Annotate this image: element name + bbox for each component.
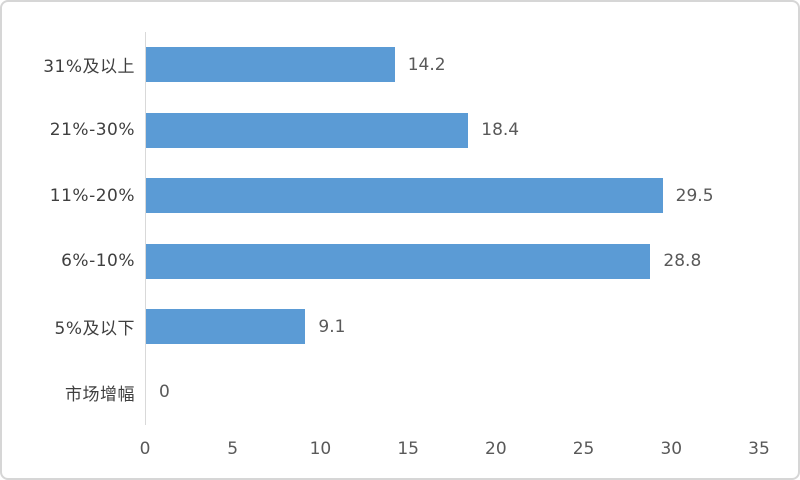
bar [146,309,306,345]
bar [146,178,663,214]
category-labels: 31%及以上 21%-30% 11%-20% 6%-10% 5%及以下市场增幅 [2,32,135,425]
chart-row: 14.2 [146,32,759,98]
chart-row: 0 [146,360,759,426]
value-label: 28.8 [663,251,702,272]
x-tick-label: 35 [748,439,770,459]
x-tick-label: 25 [572,439,595,459]
chart-row: 9.1 [146,294,759,360]
value-label: 18.4 [481,120,520,141]
x-tick-label: 15 [397,439,419,459]
category-label: 31%及以上 [43,57,135,78]
x-tick-label: 10 [309,439,332,459]
category-label: 5%及以下 [54,319,135,340]
chart-row: 28.8 [146,229,759,295]
bar [146,47,395,83]
value-label: 29.5 [675,185,714,206]
category-label: 21%-30% [49,120,135,141]
value-label: 0 [159,382,170,403]
category-label: 6%-10% [61,251,135,272]
x-tick-label: 0 [139,439,151,459]
x-tick-label: 5 [227,439,239,459]
value-label: 14.2 [407,54,446,75]
bar [146,243,651,279]
value-label: 9.1 [318,316,346,337]
bar-chart-plot-area: 14.2 18.4 29.5 28.8 9.1 0 [145,32,759,425]
category-label: 11%-20% [49,185,135,206]
chart-row: 29.5 [146,163,759,229]
x-tick-label: 30 [660,439,683,459]
x-tick-label: 20 [485,439,507,459]
bar [146,112,469,148]
x-axis: 0 5 10 15 20 25 30 35 [140,439,770,461]
chart-row: 18.4 [146,98,759,164]
category-label: 市场增幅 [65,384,135,405]
